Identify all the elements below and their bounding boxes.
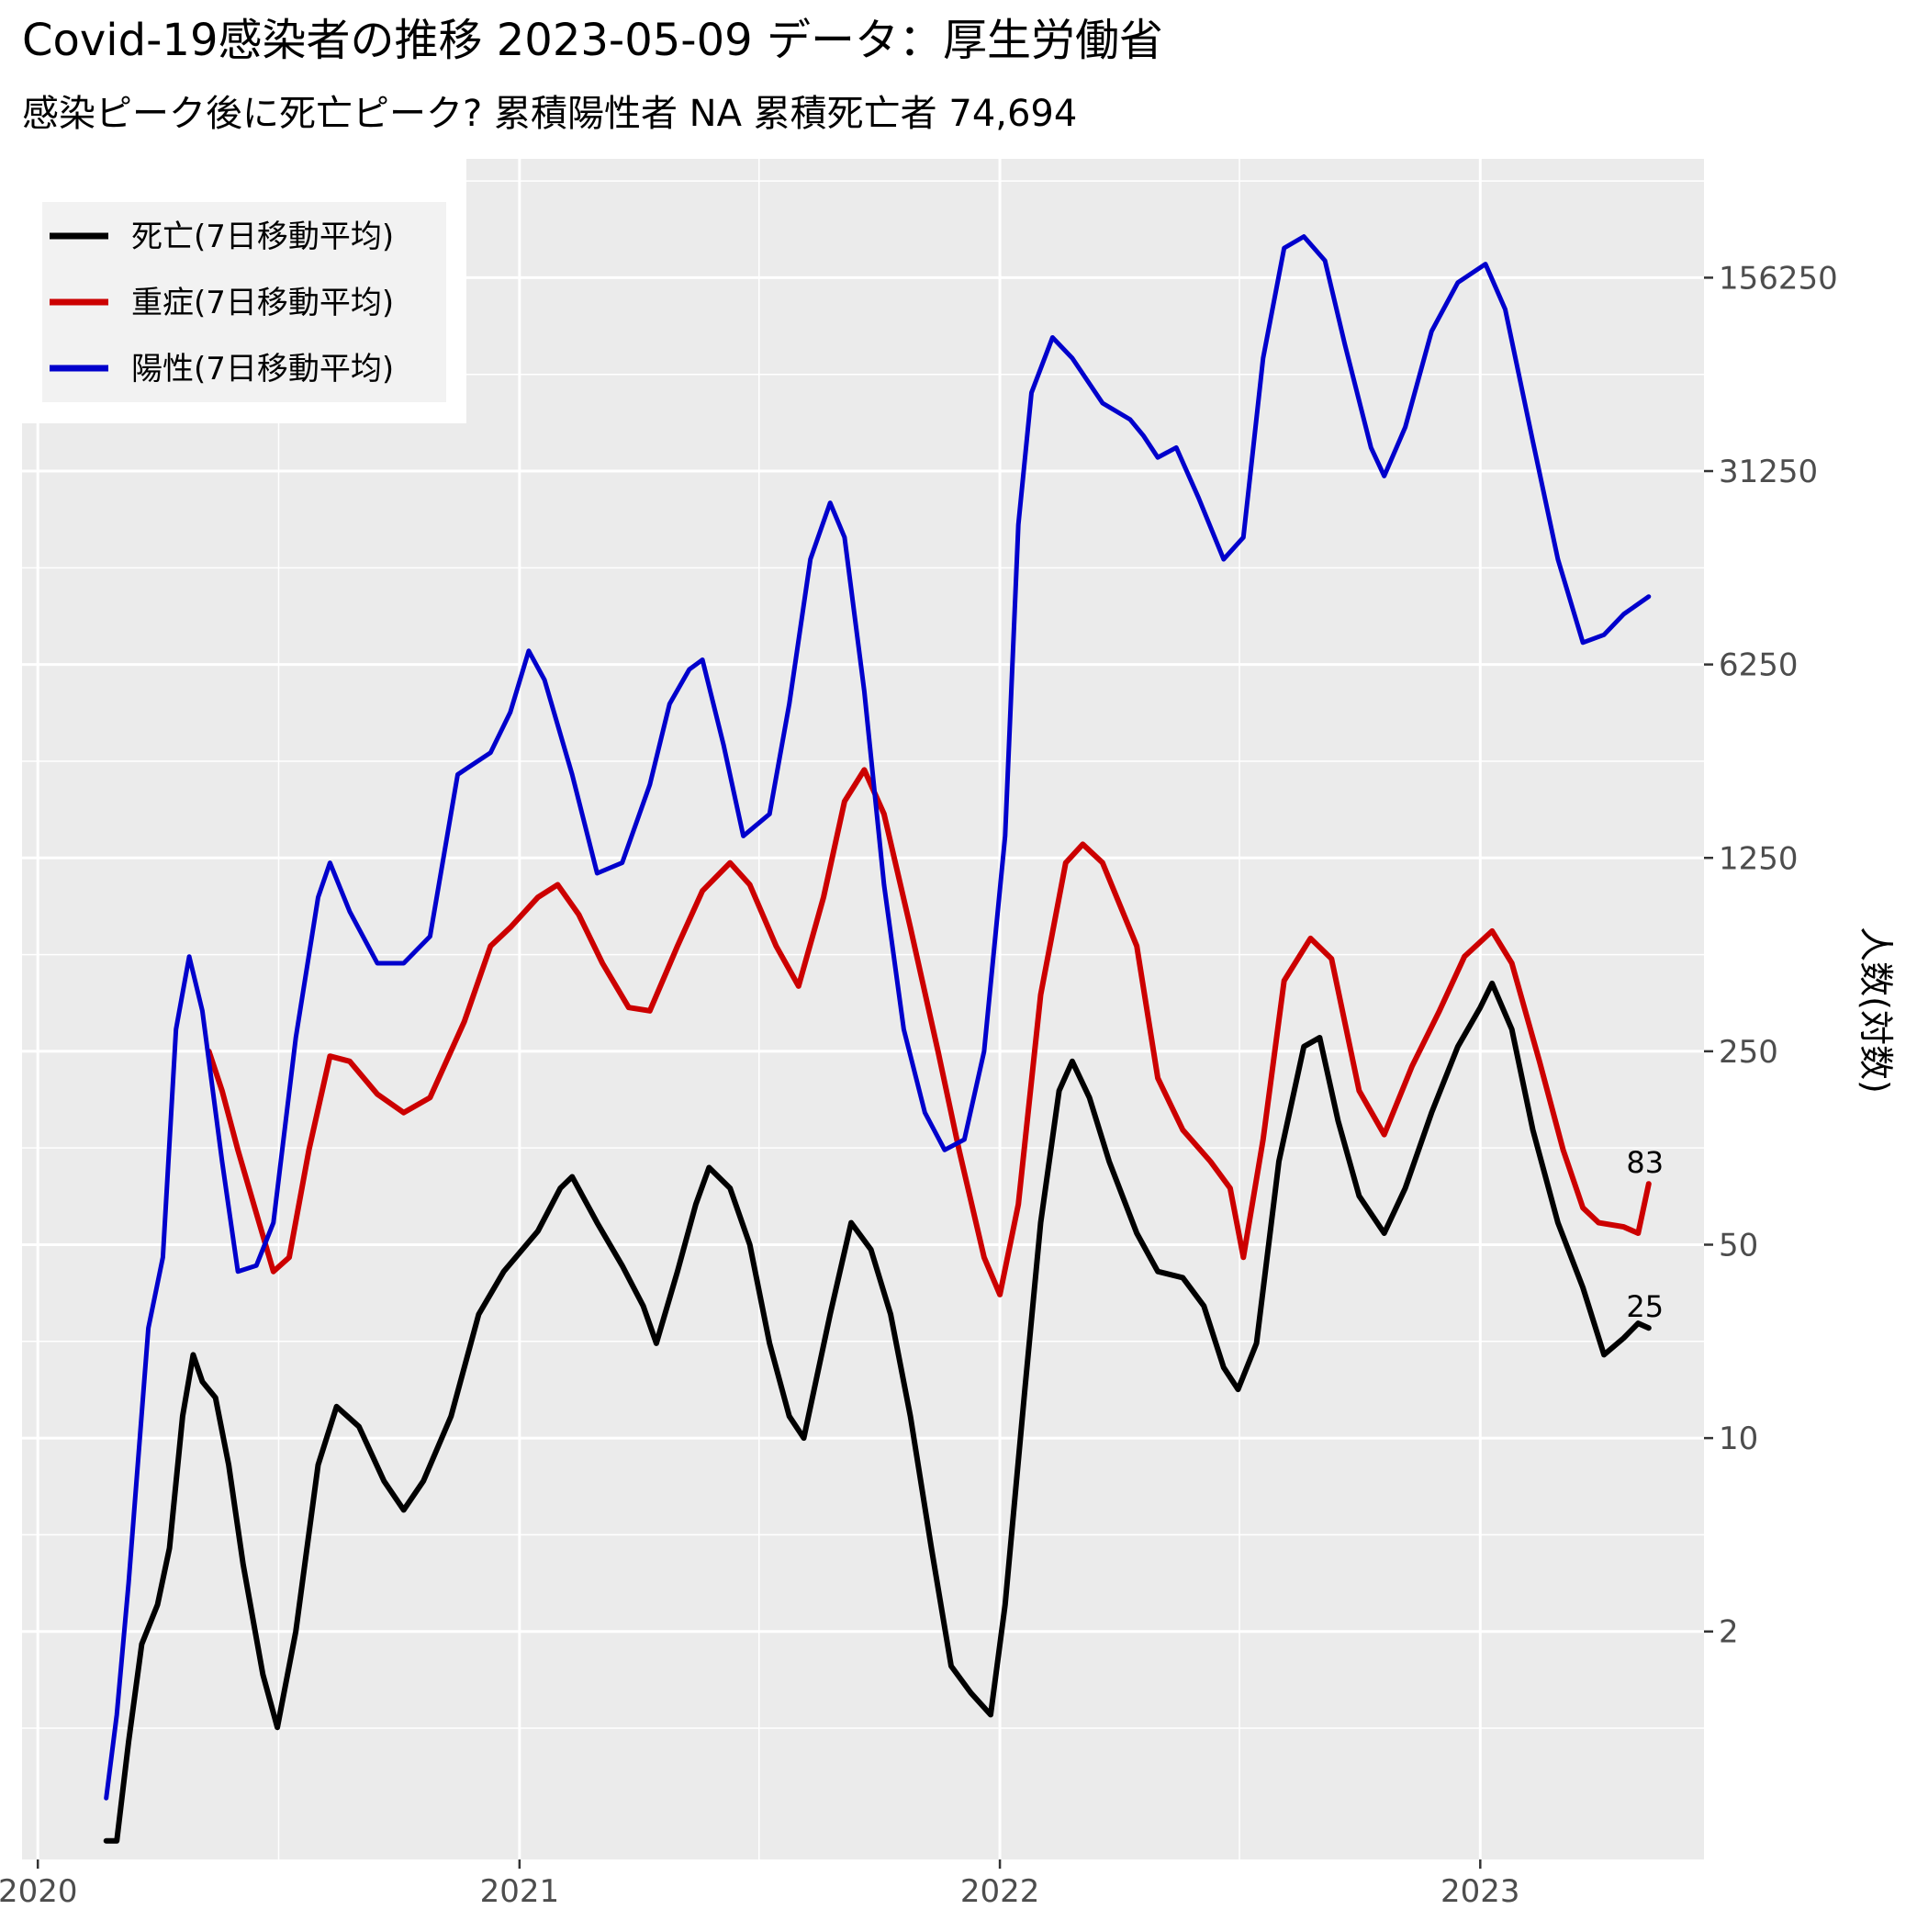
legend-label: 陽性(7日移動平均)	[131, 351, 394, 388]
series-lines: 25 83	[103, 234, 1664, 1844]
x-axis: 2020 2021 2022 2023	[0, 1859, 1520, 1910]
series-line	[104, 234, 1652, 1801]
legend-key-bg	[42, 202, 446, 402]
end-value-label: 25	[1626, 1289, 1664, 1324]
series-line	[103, 980, 1652, 1844]
y-tick-label: 2	[1719, 1614, 1739, 1651]
y-tick-label: 10	[1719, 1421, 1758, 1457]
y-tick-label: 250	[1719, 1034, 1778, 1071]
end-value-label: 83	[1626, 1145, 1664, 1180]
x-tick-label: 2020	[0, 1873, 77, 1910]
y-tick-label: 31250	[1719, 454, 1818, 490]
y-tick-label: 156250	[1719, 260, 1838, 297]
y-tick-label: 6250	[1719, 647, 1799, 684]
chart-title: Covid-19感染者の推移 2023-05-09 データ：厚生労働省	[22, 15, 1163, 66]
y-tick-label: 50	[1719, 1227, 1758, 1264]
chart-subtitle: 感染ピーク後に死亡ピーク? 累積陽性者 NA 累積死亡者 74,694	[22, 93, 1077, 135]
x-tick-label: 2022	[960, 1873, 1040, 1910]
legend: 死亡(7日移動平均) 重症(7日移動平均) 陽性(7日移動平均)	[22, 159, 466, 423]
x-tick-label: 2023	[1440, 1873, 1520, 1910]
y-axis-title: 人数(対数)	[1855, 927, 1896, 1094]
legend-label: 死亡(7日移動平均)	[131, 219, 394, 255]
y-axis: 2 10 50 250 1250 6250 31250 156250	[1704, 260, 1838, 1651]
series-line	[206, 767, 1652, 1297]
x-tick-label: 2021	[480, 1873, 560, 1910]
y-tick-label: 1250	[1719, 840, 1799, 877]
legend-label: 重症(7日移動平均)	[131, 285, 394, 321]
